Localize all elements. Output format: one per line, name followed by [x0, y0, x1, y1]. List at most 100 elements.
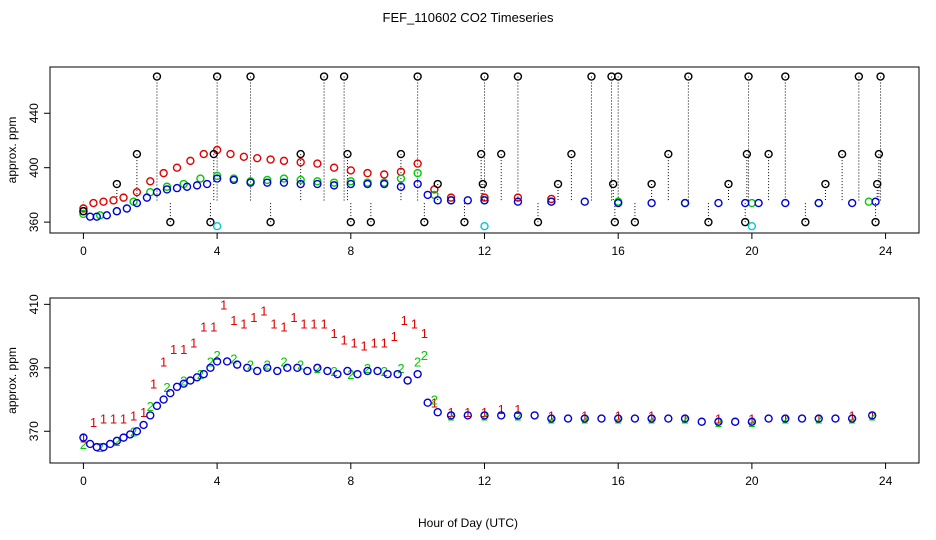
data-point-green: 2 [180, 374, 187, 389]
data-point-red [446, 193, 456, 202]
data-point-green: 2 [297, 358, 304, 373]
data-point-blue [79, 433, 88, 442]
data-point-black [319, 72, 329, 81]
data-point-red: 1 [330, 326, 337, 341]
data-point-red: 1 [815, 412, 822, 427]
data-point-black [876, 72, 885, 81]
data-point-blue [139, 420, 148, 430]
data-point-black [296, 149, 305, 159]
data-point-blue [212, 174, 222, 183]
data-point-blue [146, 411, 155, 420]
data-point-black [476, 149, 486, 159]
data-point-blue [480, 196, 489, 205]
data-point-black [801, 217, 810, 227]
data-point-blue [112, 436, 122, 445]
data-point-blue [283, 363, 292, 373]
data-point-green: 2 [581, 412, 588, 427]
y-tick-label: 440 [27, 103, 41, 123]
data-point-blue [597, 414, 606, 423]
data-point-green [263, 175, 272, 185]
data-point-blue [172, 382, 182, 392]
data-point-blue [192, 181, 202, 190]
data-point-red: 1 [280, 320, 287, 335]
data-point-blue [222, 357, 232, 366]
data-point-blue [730, 417, 740, 426]
data-point-green: 2 [421, 348, 428, 363]
data-point-red: 1 [250, 310, 257, 325]
data-point-red: 1 [260, 304, 267, 319]
data-point-green: 2 [163, 380, 170, 395]
data-point-red: 1 [80, 431, 87, 446]
x-tick-label: 4 [214, 244, 221, 258]
data-point-green: 2 [681, 412, 688, 427]
data-point-black [741, 217, 750, 227]
data-point-blue [403, 376, 412, 385]
data-point-red [172, 163, 182, 172]
data-point-blue [563, 414, 573, 423]
data-point-red [109, 196, 118, 205]
data-point-blue [513, 197, 523, 206]
x-tick-label: 16 [612, 474, 626, 488]
data-point-black [206, 217, 215, 227]
data-point-blue [664, 414, 673, 423]
data-point-green [864, 197, 874, 206]
data-point-black [874, 149, 884, 159]
data-point-red: 1 [150, 377, 157, 392]
data-point-blue [159, 395, 168, 404]
data-point-green: 2 [849, 412, 856, 427]
data-point-red [363, 168, 372, 178]
data-point-blue [246, 178, 255, 187]
data-point-black [587, 72, 596, 81]
data-point-red: 1 [120, 412, 127, 427]
data-point-red [329, 163, 339, 172]
data-point-green [747, 198, 757, 208]
data-point-green [196, 174, 205, 183]
data-point-blue [393, 369, 402, 379]
data-point-black [339, 72, 349, 81]
data-point-red: 1 [548, 408, 555, 423]
data-point-black [513, 72, 523, 81]
data-point-cyan [480, 221, 489, 231]
y-tick-label: 370 [27, 421, 41, 441]
data-point-blue [463, 411, 472, 420]
data-point-black [343, 149, 352, 159]
data-point-red: 1 [411, 316, 418, 331]
data-point-blue [871, 197, 880, 206]
data-point-blue [680, 414, 690, 423]
data-point-green: 2 [330, 364, 337, 379]
x-tick-label: 12 [478, 474, 492, 488]
x-tick-label: 8 [347, 244, 354, 258]
data-point-black [132, 149, 142, 159]
data-point-blue [446, 196, 456, 205]
data-point-red [89, 198, 98, 208]
data-point-blue [547, 414, 556, 423]
data-point-green: 2 [397, 361, 404, 376]
data-point-blue [680, 198, 690, 208]
data-point-black [613, 72, 623, 81]
data-point-green: 2 [431, 393, 438, 408]
data-point-red [239, 152, 249, 162]
data-point-red: 1 [715, 412, 722, 427]
data-point-black [664, 149, 673, 159]
data-point-blue [413, 179, 422, 189]
data-point-blue [99, 442, 108, 452]
data-point-blue [119, 433, 128, 442]
data-point-black [608, 179, 618, 189]
y-tick-label: 410 [27, 294, 41, 314]
data-point-blue [343, 366, 352, 376]
x-tick-label: 16 [612, 244, 626, 258]
data-point-green: 2 [381, 364, 388, 379]
data-point-blue [697, 417, 706, 426]
data-point-black [79, 207, 88, 216]
data-point-red: 1 [481, 405, 488, 420]
data-point-red [159, 168, 168, 178]
data-point-blue [323, 366, 332, 376]
data-point-green [279, 174, 289, 183]
data-point-blue [313, 363, 322, 373]
data-point-blue [647, 414, 656, 423]
data-point-green: 2 [514, 408, 521, 423]
data-point-red: 1 [180, 342, 187, 357]
data-point-blue [363, 179, 372, 189]
data-point-red [199, 149, 208, 159]
